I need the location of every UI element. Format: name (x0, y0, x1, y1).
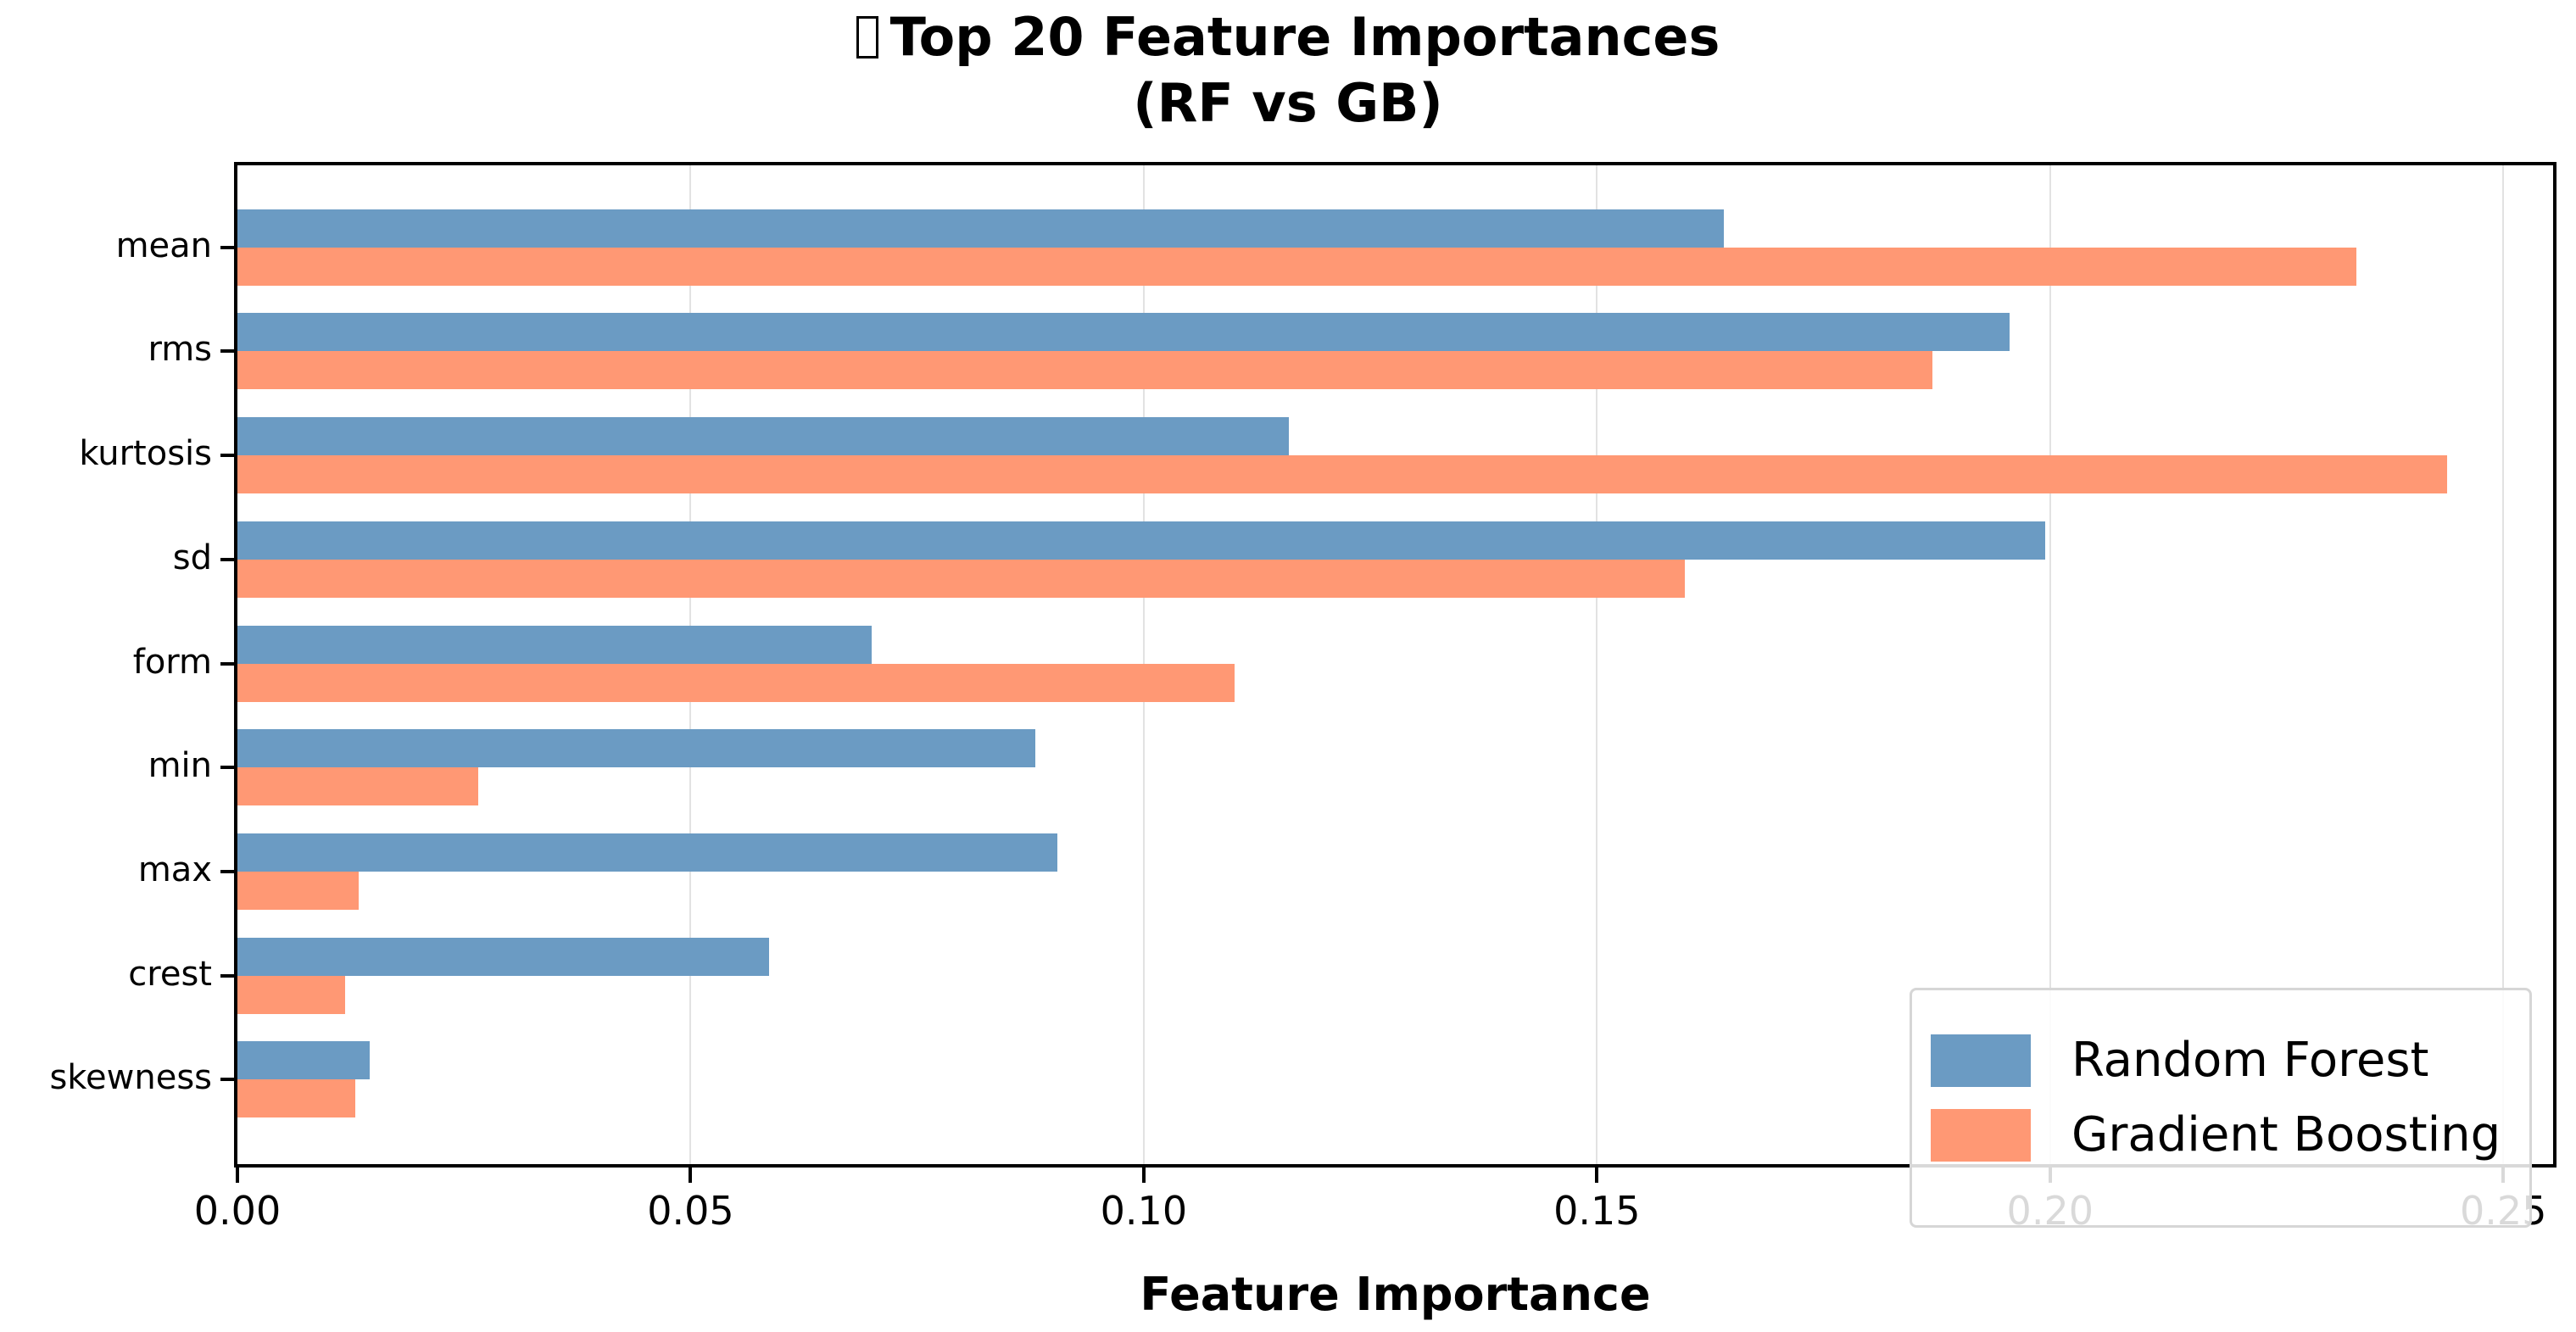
y-tick (220, 661, 234, 666)
y-tick (220, 1078, 234, 1082)
bar-gradient-boosting-crest (237, 975, 346, 1014)
y-tick-label: mean (115, 226, 212, 265)
bar-gradient-boosting-kurtosis (237, 455, 2447, 494)
legend-label: Gradient Boosting (2071, 1107, 2501, 1162)
x-tick (689, 1168, 693, 1183)
y-tick (220, 349, 234, 354)
bar-random-forest-sd (237, 521, 2046, 560)
legend-item-gradient-boosting: Gradient Boosting (1931, 1109, 2501, 1162)
x-tick-label: 0.15 (1553, 1188, 1641, 1234)
y-tick (220, 557, 234, 561)
legend-item-random-forest: Random Forest (1931, 1034, 2429, 1087)
bar-random-forest-skewness (237, 1041, 371, 1080)
x-axis-title: Feature Importance (1140, 1268, 1651, 1321)
bar-random-forest-min (237, 729, 1035, 768)
y-tick-label: skewness (49, 1058, 212, 1098)
chart-title: Top 20 Feature Importances (0, 5, 2576, 70)
bar-random-forest-crest (237, 937, 770, 976)
x-tick-label: 0.00 (193, 1188, 282, 1234)
bar-random-forest-form (237, 625, 873, 664)
x-tick-label: 0.05 (647, 1188, 734, 1234)
legend: Random Forest Gradient Boosting (1910, 988, 2532, 1228)
x-tick (1141, 1168, 1146, 1183)
y-tick-label: sd (172, 538, 212, 577)
y-tick-label: kurtosis (79, 434, 212, 474)
legend-label: Random Forest (2071, 1033, 2429, 1088)
legend-swatch-random-forest (1931, 1034, 2031, 1087)
chart-subtitle: (RF vs GB) (1133, 72, 1443, 134)
y-tick (220, 766, 234, 770)
legend-swatch-gradient-boosting (1931, 1109, 2031, 1162)
gridline-x (2049, 165, 2051, 1164)
y-tick-label: crest (128, 954, 212, 994)
y-tick-label: max (137, 850, 212, 889)
bar-random-forest-rms (237, 313, 2010, 352)
y-tick-label: form (132, 642, 212, 682)
bar-random-forest-mean (237, 209, 1724, 248)
bar-random-forest-kurtosis (237, 417, 1289, 456)
bar-gradient-boosting-form (237, 663, 1235, 702)
gridline-x (1596, 165, 1598, 1164)
bar-random-forest-max (237, 833, 1058, 872)
x-tick-label: 0.10 (1100, 1188, 1188, 1234)
bar-gradient-boosting-max (237, 871, 360, 910)
x-tick (236, 1168, 239, 1183)
gridline-x (2502, 165, 2505, 1164)
bar-gradient-boosting-mean (237, 247, 2357, 286)
y-tick (220, 245, 234, 249)
bar-gradient-boosting-rms (237, 351, 1932, 390)
y-tick (220, 973, 234, 978)
y-tick-label: min (148, 746, 212, 786)
missing-glyph-icon (856, 16, 878, 59)
y-tick (220, 454, 234, 458)
plot-area: mean rms kurtosis sd form min max crest skewness (49, 162, 2556, 1183)
bar-gradient-boosting-sd (237, 559, 1685, 598)
bar-gradient-boosting-skewness (237, 1079, 355, 1118)
y-tick-label: rms (148, 330, 212, 370)
y-tick (220, 869, 234, 873)
x-tick (1595, 1168, 1599, 1183)
chart-title-line1: Top 20 Feature Importances (889, 6, 1720, 68)
bar-gradient-boosting-min (237, 767, 479, 806)
